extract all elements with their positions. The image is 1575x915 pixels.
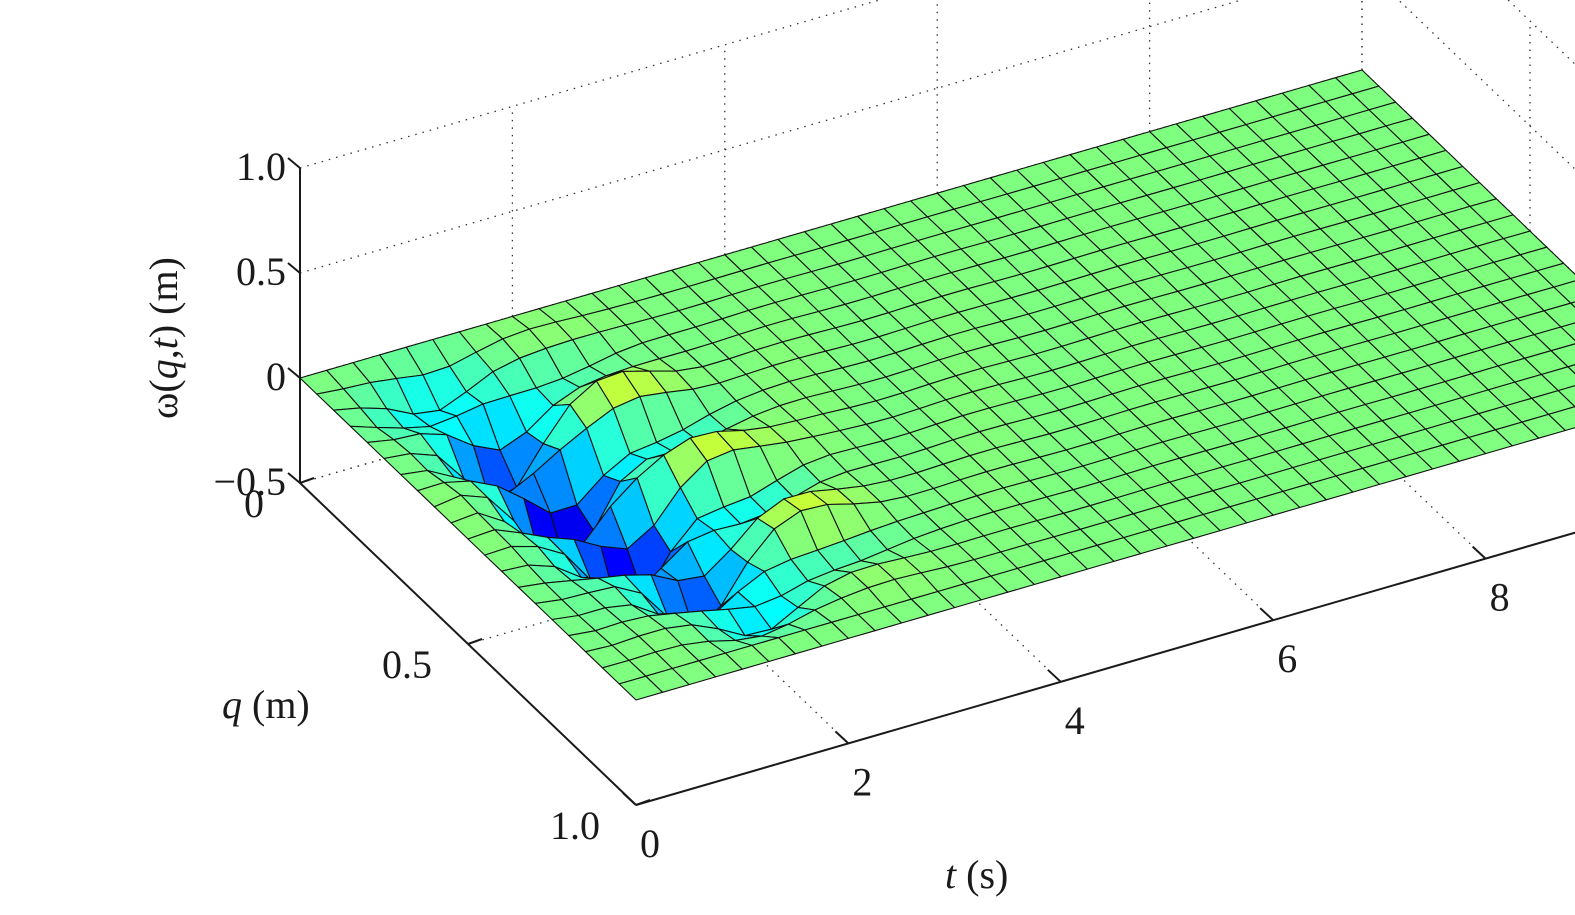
- w-tick-label: 1.0: [236, 144, 286, 189]
- w-tick: [287, 157, 301, 169]
- t-tick-label: 8: [1490, 575, 1510, 620]
- q-tick: [635, 799, 651, 806]
- q-tick: [299, 477, 315, 484]
- t-tick: [622, 792, 637, 806]
- t-tick-label: 0: [640, 821, 660, 866]
- t-tick: [1047, 669, 1062, 683]
- w-tick-label: 0: [266, 354, 286, 399]
- w-tick-label: 0.5: [236, 249, 286, 294]
- grid-line: [1507, 0, 1575, 66]
- t-tick: [834, 730, 850, 745]
- grid-line: [1397, 0, 1575, 171]
- t-tick-label: 2: [852, 759, 872, 804]
- surface-patch: [618, 675, 664, 701]
- t-tick: [1259, 607, 1274, 621]
- q-tick: [467, 638, 483, 645]
- q-tick-label: 0: [244, 481, 264, 526]
- t-tick-label: 6: [1277, 636, 1297, 681]
- w-tick: [287, 472, 301, 484]
- t-axis-label: t (s): [945, 852, 1008, 897]
- w-tick: [287, 367, 301, 379]
- t-tick: [1471, 545, 1487, 560]
- w-tick: [287, 262, 301, 274]
- q-tick-label: 0.5: [382, 642, 432, 687]
- q-tick-label: 1.0: [550, 803, 600, 848]
- axes: [287, 157, 1575, 806]
- t-tick-label: 4: [1065, 698, 1085, 743]
- t-axis-line: [635, 531, 1575, 806]
- q-axis-label: q (m): [222, 682, 310, 727]
- surface-mesh: [299, 69, 1575, 701]
- tick-labels: 024681000.51.0−0.500.51.0: [213, 144, 1510, 866]
- w-tick-label: −0.5: [213, 459, 286, 504]
- z-axis-label: ω(q,t) (m): [141, 257, 186, 419]
